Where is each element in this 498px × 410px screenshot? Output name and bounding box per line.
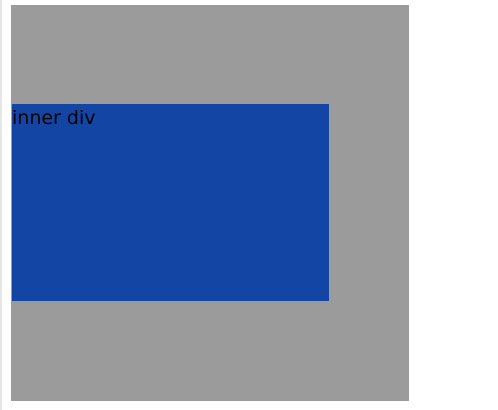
page-left-edge-divider (0, 0, 2, 410)
outer-div: inner div (11, 5, 409, 401)
inner-div-label: inner div (12, 107, 96, 129)
inner-div: inner div (12, 104, 329, 301)
